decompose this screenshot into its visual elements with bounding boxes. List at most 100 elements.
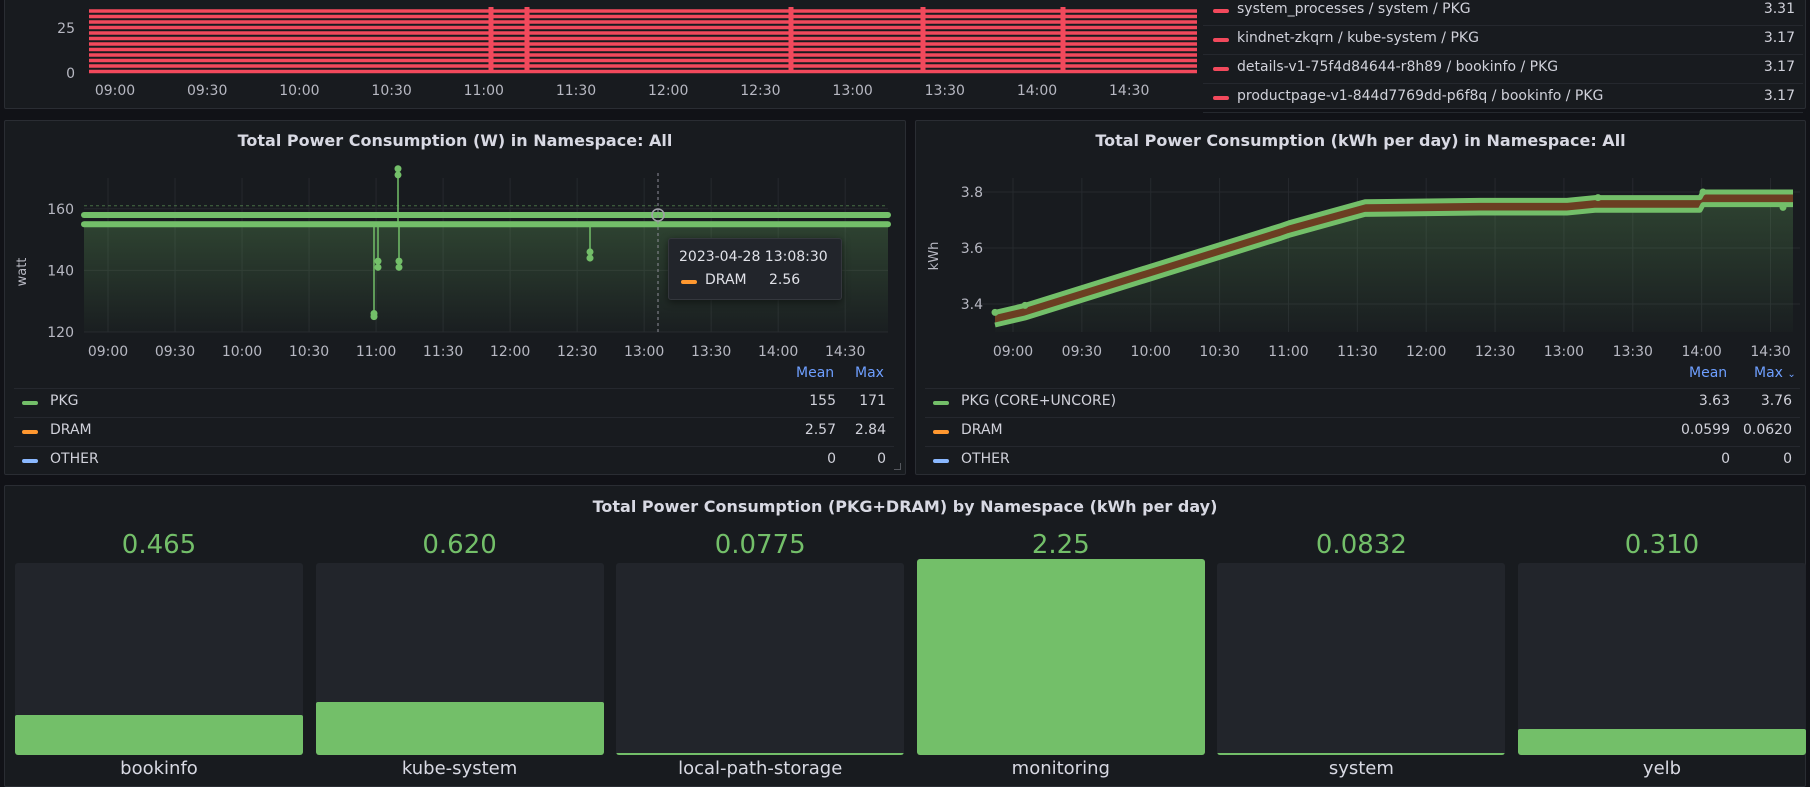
kwh-chart[interactable]: 09:00 09:30 10:00 10:30 11:00 11:30 12:00 12:30…	[915, 160, 1806, 390]
namespace-panel[interactable]: Total Power Consumption (PKG+DRAM) by Na…	[4, 485, 1806, 787]
hover-point	[651, 208, 665, 222]
legend-header-max[interactable]: Max ⌄	[1754, 365, 1796, 381]
stat-label: system	[1328, 758, 1394, 779]
data-point[interactable]	[370, 310, 378, 318]
y-tick: 3.4	[961, 297, 983, 313]
series-swatch	[933, 430, 949, 434]
legend-header-mean[interactable]: Mean	[796, 365, 835, 381]
y-tick: 25	[57, 21, 75, 37]
stat-bookinfo[interactable]: 0.465 bookinfo	[15, 530, 303, 779]
stat-bar-fill	[616, 753, 905, 755]
x-tick: 12:00	[490, 344, 530, 360]
series-value: 3.17	[1763, 30, 1795, 46]
x-tick: 12:30	[740, 83, 780, 99]
series-name: DRAM	[961, 422, 1003, 438]
data-point[interactable]	[1021, 301, 1029, 309]
series-value: 3.17	[1763, 88, 1795, 104]
stat-bar-fill	[916, 559, 1205, 755]
series-swatch	[933, 401, 949, 405]
x-tick: 14:30	[825, 344, 865, 360]
y-tick: 3.8	[961, 185, 983, 201]
series-swatch	[22, 401, 38, 405]
data-point[interactable]	[374, 263, 382, 271]
legend-row[interactable]: details-v1-75f4d84644-r8h89 / bookinfo /…	[1203, 55, 1803, 84]
x-tick: 12:00	[648, 83, 688, 99]
legend-row-dram[interactable]: DRAM 0.0599 0.0620	[925, 417, 1800, 445]
stat-monitoring[interactable]: 2.25 monitoring	[916, 530, 1205, 779]
legend-row-other[interactable]: OTHER 0 0	[14, 446, 894, 474]
top-stack-chart: 25 0 09:00 09:30 10:00 10:30 11:00 11:30 12:00…	[57, 7, 1197, 99]
stat-bar-bg	[1518, 563, 1806, 755]
series-name: productpage-v1-844d7769dd-p6f8q / bookin…	[1237, 88, 1604, 104]
data-point[interactable]	[374, 257, 382, 265]
series-max: 0	[1783, 451, 1792, 467]
legend-row-dram[interactable]: DRAM 2.57 2.84	[14, 417, 894, 445]
tooltip-value: 2.56	[769, 272, 801, 288]
legend-row[interactable]: system_processes / system / PKG 3.31	[1203, 0, 1803, 26]
x-tick: 14:00	[1681, 344, 1721, 360]
data-point[interactable]	[1594, 194, 1602, 202]
x-tick: 13:00	[832, 83, 872, 99]
x-tick: 11:30	[1337, 344, 1377, 360]
x-tick: 09:00	[993, 344, 1033, 360]
x-tick: 13:00	[1544, 344, 1584, 360]
series-mean: 2.57	[804, 422, 836, 438]
x-tick: 10:30	[371, 83, 411, 99]
series-name: PKG (CORE+UNCORE)	[961, 393, 1117, 409]
series-swatch	[1213, 67, 1229, 71]
y-tick: 120	[47, 325, 74, 341]
x-tick: 10:00	[222, 344, 262, 360]
x-tick: 09:00	[95, 83, 135, 99]
resize-handle[interactable]	[894, 463, 901, 470]
series-line-pkg	[994, 189, 1793, 315]
x-tick: 10:30	[289, 344, 329, 360]
series-name: OTHER	[961, 451, 1010, 467]
legend-row[interactable]: productpage-v1-844d7769dd-p6f8q / bookin…	[1203, 84, 1803, 113]
tooltip-time: 2023-04-28 13:08:30	[679, 249, 828, 265]
stat-value: 0.0832	[1315, 530, 1407, 560]
stat-bar-bg	[916, 559, 1205, 755]
stat-value: 2.25	[1031, 530, 1090, 560]
stat-label: kube-system	[401, 758, 518, 779]
legend-row[interactable]: kindnet-zkqrn / kube-system / PKG 3.17	[1203, 26, 1803, 55]
series-mean: 0	[1721, 451, 1730, 467]
legend-row-pkg[interactable]: PKG 155 171	[14, 388, 894, 416]
y-tick: 140	[47, 263, 74, 279]
data-point[interactable]	[991, 308, 999, 316]
series-mean: 0.0599	[1681, 422, 1730, 438]
series-max: 0	[877, 451, 886, 467]
data-point[interactable]	[395, 257, 403, 265]
series-swatch	[1213, 38, 1229, 42]
stat-value: 0.0775	[714, 530, 806, 560]
data-point[interactable]	[586, 248, 594, 256]
data-point[interactable]	[586, 254, 594, 262]
data-point[interactable]	[1779, 203, 1787, 211]
series-max: 2.84	[854, 422, 886, 438]
legend-header-mean[interactable]: Mean	[1689, 365, 1728, 381]
series-max: 3.76	[1760, 393, 1792, 409]
x-tick: 14:30	[1750, 344, 1790, 360]
y-tick: 160	[47, 202, 74, 218]
stat-bar-fill	[315, 702, 604, 755]
stat-yelb[interactable]: 0.310 yelb	[1518, 530, 1806, 779]
data-point[interactable]	[395, 263, 403, 271]
stat-system[interactable]: 0.0832 system	[1217, 530, 1506, 779]
legend-row-other[interactable]: OTHER 0 0	[925, 446, 1800, 474]
series-swatch	[933, 459, 949, 463]
stat-bar-fill	[1518, 728, 1806, 755]
x-tick: 14:00	[1017, 83, 1057, 99]
stat-local-path-storage[interactable]: 0.0775 local-path-storage	[616, 530, 905, 779]
x-tick: 14:00	[758, 344, 798, 360]
legend-header-max-label: Max	[1754, 365, 1783, 381]
series-swatch	[22, 459, 38, 463]
x-tick: 10:00	[1131, 344, 1171, 360]
y-axis-label: watt	[15, 258, 30, 287]
stat-kube-system[interactable]: 0.620 kube-system	[315, 530, 604, 779]
data-point[interactable]	[394, 165, 402, 173]
data-point[interactable]	[1699, 188, 1707, 196]
legend-header-max[interactable]: Max	[855, 365, 884, 381]
series-name: OTHER	[50, 451, 99, 467]
legend-row-pkg[interactable]: PKG (CORE+UNCORE) 3.63 3.76	[925, 388, 1800, 416]
series-value: 3.31	[1763, 1, 1795, 17]
data-point[interactable]	[394, 171, 402, 179]
